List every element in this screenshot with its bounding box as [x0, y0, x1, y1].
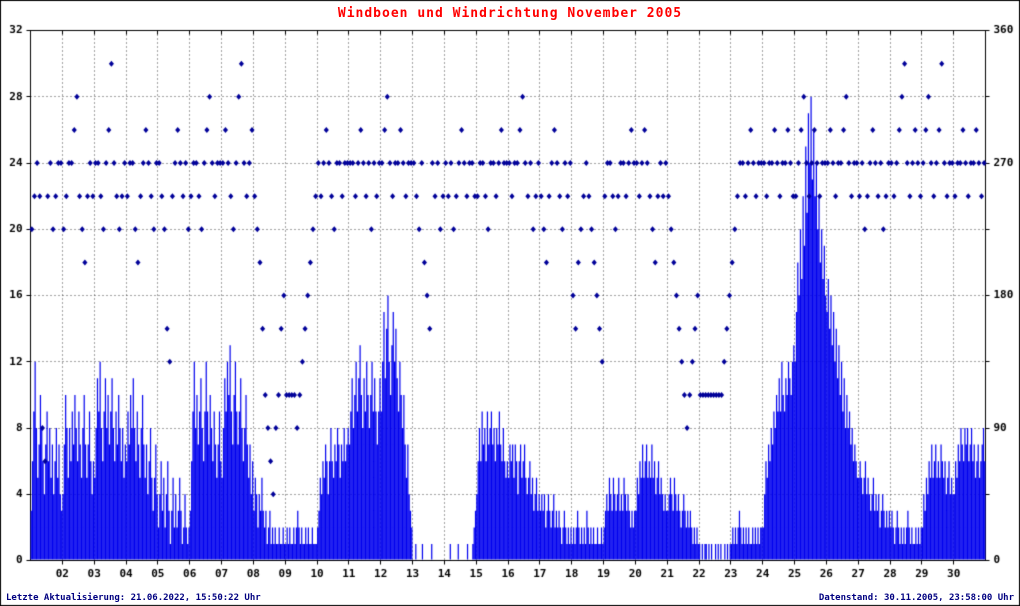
last-update-text: Letzte Aktualisierung: 21.06.2022, 15:50… — [6, 593, 261, 603]
chart-title: Windboen und Windrichtung November 2005 — [337, 6, 683, 21]
data-timestamp-text: Datenstand: 30.11.2005, 23:58:00 Uhr — [818, 593, 1014, 603]
